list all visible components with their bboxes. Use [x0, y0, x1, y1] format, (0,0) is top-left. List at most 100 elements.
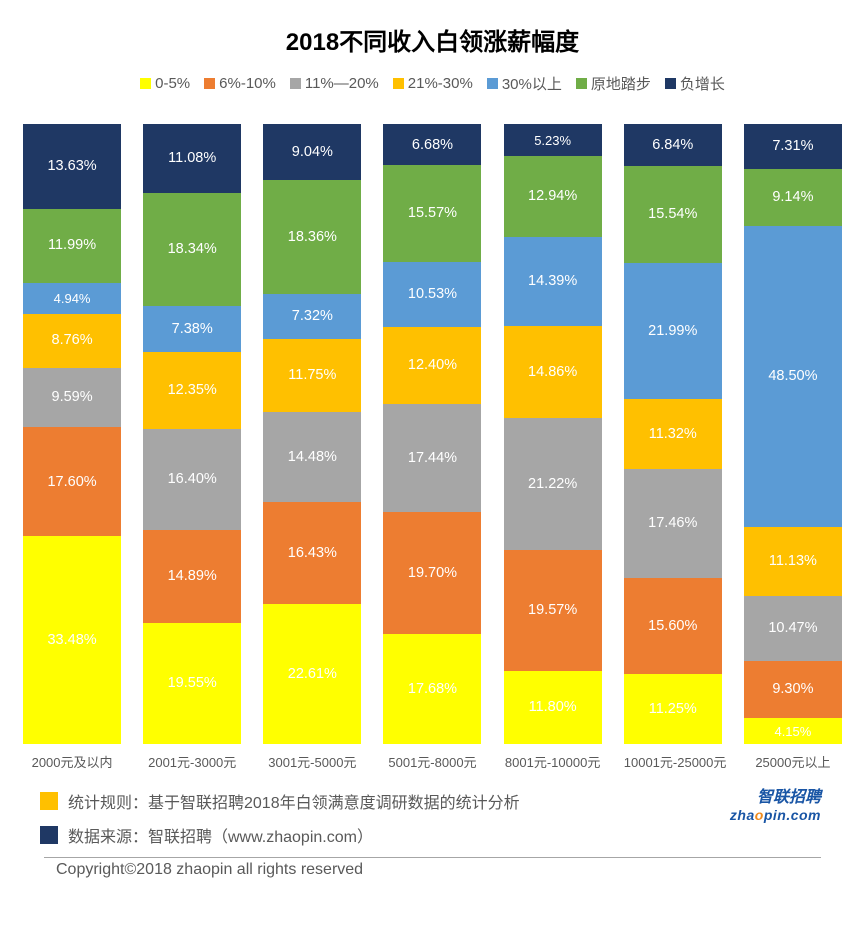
legend-label: 11%—20% — [305, 75, 379, 92]
bar-segment: 6.84% — [624, 124, 722, 166]
bar-segment: 9.30% — [744, 661, 842, 719]
bar-segment-label: 9.30% — [772, 682, 813, 697]
bar-column: 19.55% 14.89% 16.40% 12.35% 7.38% 18.34% 11.08… — [143, 124, 241, 744]
bar-column: 11.25%15.60%17.46%11.32%21.99%15.54%6.84… — [624, 124, 722, 744]
bar-segment: 15.60% — [624, 578, 722, 675]
bar-column: 22.61%16.43%14.48%11.75%7.32%18.36%9.04% — [263, 124, 361, 744]
x-axis-label: 8001元-10000元 — [504, 752, 602, 771]
bar-segment: 7.38% — [143, 306, 241, 352]
bar-segment-label: 11.75% — [288, 368, 336, 383]
bar-segment-label: 4.94% — [54, 292, 91, 305]
bar-segment: 19.70% — [383, 512, 481, 634]
bar-segment-label: 15.60% — [648, 619, 697, 634]
bar-segment-label: 11.08% — [168, 151, 216, 166]
bar-segment: 12.35% — [143, 352, 241, 429]
bar-segment-label: 12.40% — [408, 358, 457, 373]
legend: 0-5% 6%-10% 11%—20% 21%-30% 30%以上 原地踏步 负增长 — [0, 67, 865, 104]
legend-swatch — [487, 78, 498, 89]
bar-segment-label: 22.61% — [288, 667, 337, 682]
footer-note-rule-text: 统计规则：基于智联招聘2018年白领满意度调研数据的统计分析 — [68, 789, 520, 813]
legend-swatch — [665, 78, 676, 89]
x-axis-label: 3001元-5000元 — [263, 752, 361, 771]
bar-segment: 33.48% — [23, 536, 121, 744]
bar-segment-label: 11.80% — [529, 700, 577, 715]
legend-label: 0-5% — [155, 75, 190, 92]
bar-segment-label: 19.57% — [528, 603, 577, 618]
bar-segment: 10.47% — [744, 596, 842, 661]
bar-column: 17.68% 19.70% 17.44% 12.40% 10.53% 15.57% 6.68… — [383, 124, 481, 744]
bar-segment: 16.40% — [143, 429, 241, 531]
logo-cn: 智联招聘 — [757, 789, 821, 806]
x-axis-label: 10001元-25000元 — [624, 752, 722, 771]
bar-segment: 19.57% — [504, 550, 602, 671]
bar-segment: 18.34% — [143, 193, 241, 307]
bar-segment: 5.23% — [504, 124, 602, 156]
legend-swatch — [204, 78, 215, 89]
bar-column: 11.80% 19.57% 21.22% 14.86% 14.39% 12.94% 5.23… — [504, 124, 602, 744]
logo-dotcom: .com — [786, 807, 821, 823]
bar-segment: 22.61% — [263, 604, 361, 744]
zhaopin-logo: 智联招聘 zhaopin.com — [730, 783, 821, 823]
bar-segment-label: 19.70% — [408, 566, 457, 581]
bar-segment: 13.63% — [23, 124, 121, 209]
legend-swatch — [140, 78, 151, 89]
bar-segment-label: 21.22% — [528, 477, 577, 492]
legend-swatch — [576, 78, 587, 89]
footer-note-source: 数据来源：智联招聘（www.zhaopin.com） — [40, 823, 825, 847]
bar-segment-label: 15.54% — [648, 207, 697, 222]
bar-segment-label: 14.89% — [168, 569, 217, 584]
bar-segment-label: 15.57% — [408, 206, 457, 221]
bar-segment-label: 9.59% — [52, 390, 93, 405]
bar-segment-label: 14.86% — [528, 365, 577, 380]
bar-segment: 11.99% — [23, 209, 121, 283]
bar-segment-label: 17.68% — [408, 682, 457, 697]
bar-column: 4.15%9.30%10.47%11.13%48.50%9.14%7.31% — [744, 124, 842, 744]
legend-label: 原地踏步 — [591, 73, 651, 94]
bar-segment-label: 13.63% — [47, 159, 96, 174]
bar-segment: 7.32% — [263, 294, 361, 339]
bar-segment: 6.68% — [383, 124, 481, 165]
bar-segment: 19.55% — [143, 623, 241, 744]
bar-segment: 11.25% — [624, 674, 722, 744]
bar-segment: 10.53% — [383, 262, 481, 327]
bar-segment: 21.22% — [504, 418, 602, 550]
bar-segment-label: 7.38% — [172, 322, 213, 337]
legend-item: 6%-10% — [204, 73, 276, 94]
copyright: Copyright©2018 zhaopin all rights reserv… — [0, 857, 865, 879]
bar-segment-label: 17.44% — [408, 451, 457, 466]
bar-segment: 48.50% — [744, 226, 842, 527]
bar-segment-label: 9.04% — [292, 145, 333, 160]
legend-item: 0-5% — [140, 73, 190, 94]
bar-segment: 15.57% — [383, 165, 481, 262]
bar-segment-label: 9.14% — [772, 190, 813, 205]
legend-item: 21%-30% — [393, 73, 473, 94]
x-axis: 2000元及以内 2001元-3000元 3001元-5000元 5001元-8000… — [0, 744, 865, 771]
bar-segment: 16.43% — [263, 502, 361, 604]
chart-plot-area: 33.48% 17.60% 9.59% 8.76% 4.94% 11.99% 13.63% 1… — [0, 104, 865, 744]
bar-segment-label: 8.76% — [52, 333, 93, 348]
bar-segment-label: 14.39% — [528, 274, 577, 289]
bar-segment-label: 12.94% — [528, 189, 577, 204]
bar-segment: 17.60% — [23, 427, 121, 536]
bar-segment-label: 11.32% — [649, 427, 697, 442]
bar-segment: 14.89% — [143, 530, 241, 622]
legend-swatch — [290, 78, 301, 89]
x-axis-label: 2000元及以内 — [23, 752, 121, 771]
legend-label: 30%以上 — [502, 73, 562, 94]
bar-segment: 11.08% — [143, 124, 241, 193]
legend-swatch — [393, 78, 404, 89]
bar-segment-label: 4.15% — [774, 725, 811, 738]
bar-segment-label: 16.40% — [168, 472, 217, 487]
footer-swatch-source — [40, 826, 58, 844]
x-axis-label: 2001元-3000元 — [143, 752, 241, 771]
bar-segment: 14.39% — [504, 237, 602, 326]
bar-segment-label: 11.13% — [769, 554, 817, 569]
bar-segment-label: 19.55% — [168, 676, 217, 691]
bar-segment: 9.04% — [263, 124, 361, 180]
x-axis-label: 5001元-8000元 — [383, 752, 481, 771]
bar-segment: 11.80% — [504, 671, 602, 744]
bar-segment-label: 12.35% — [168, 383, 217, 398]
bar-segment-label: 17.60% — [47, 475, 96, 490]
legend-label: 负增长 — [680, 73, 725, 94]
legend-item: 11%—20% — [290, 73, 379, 94]
